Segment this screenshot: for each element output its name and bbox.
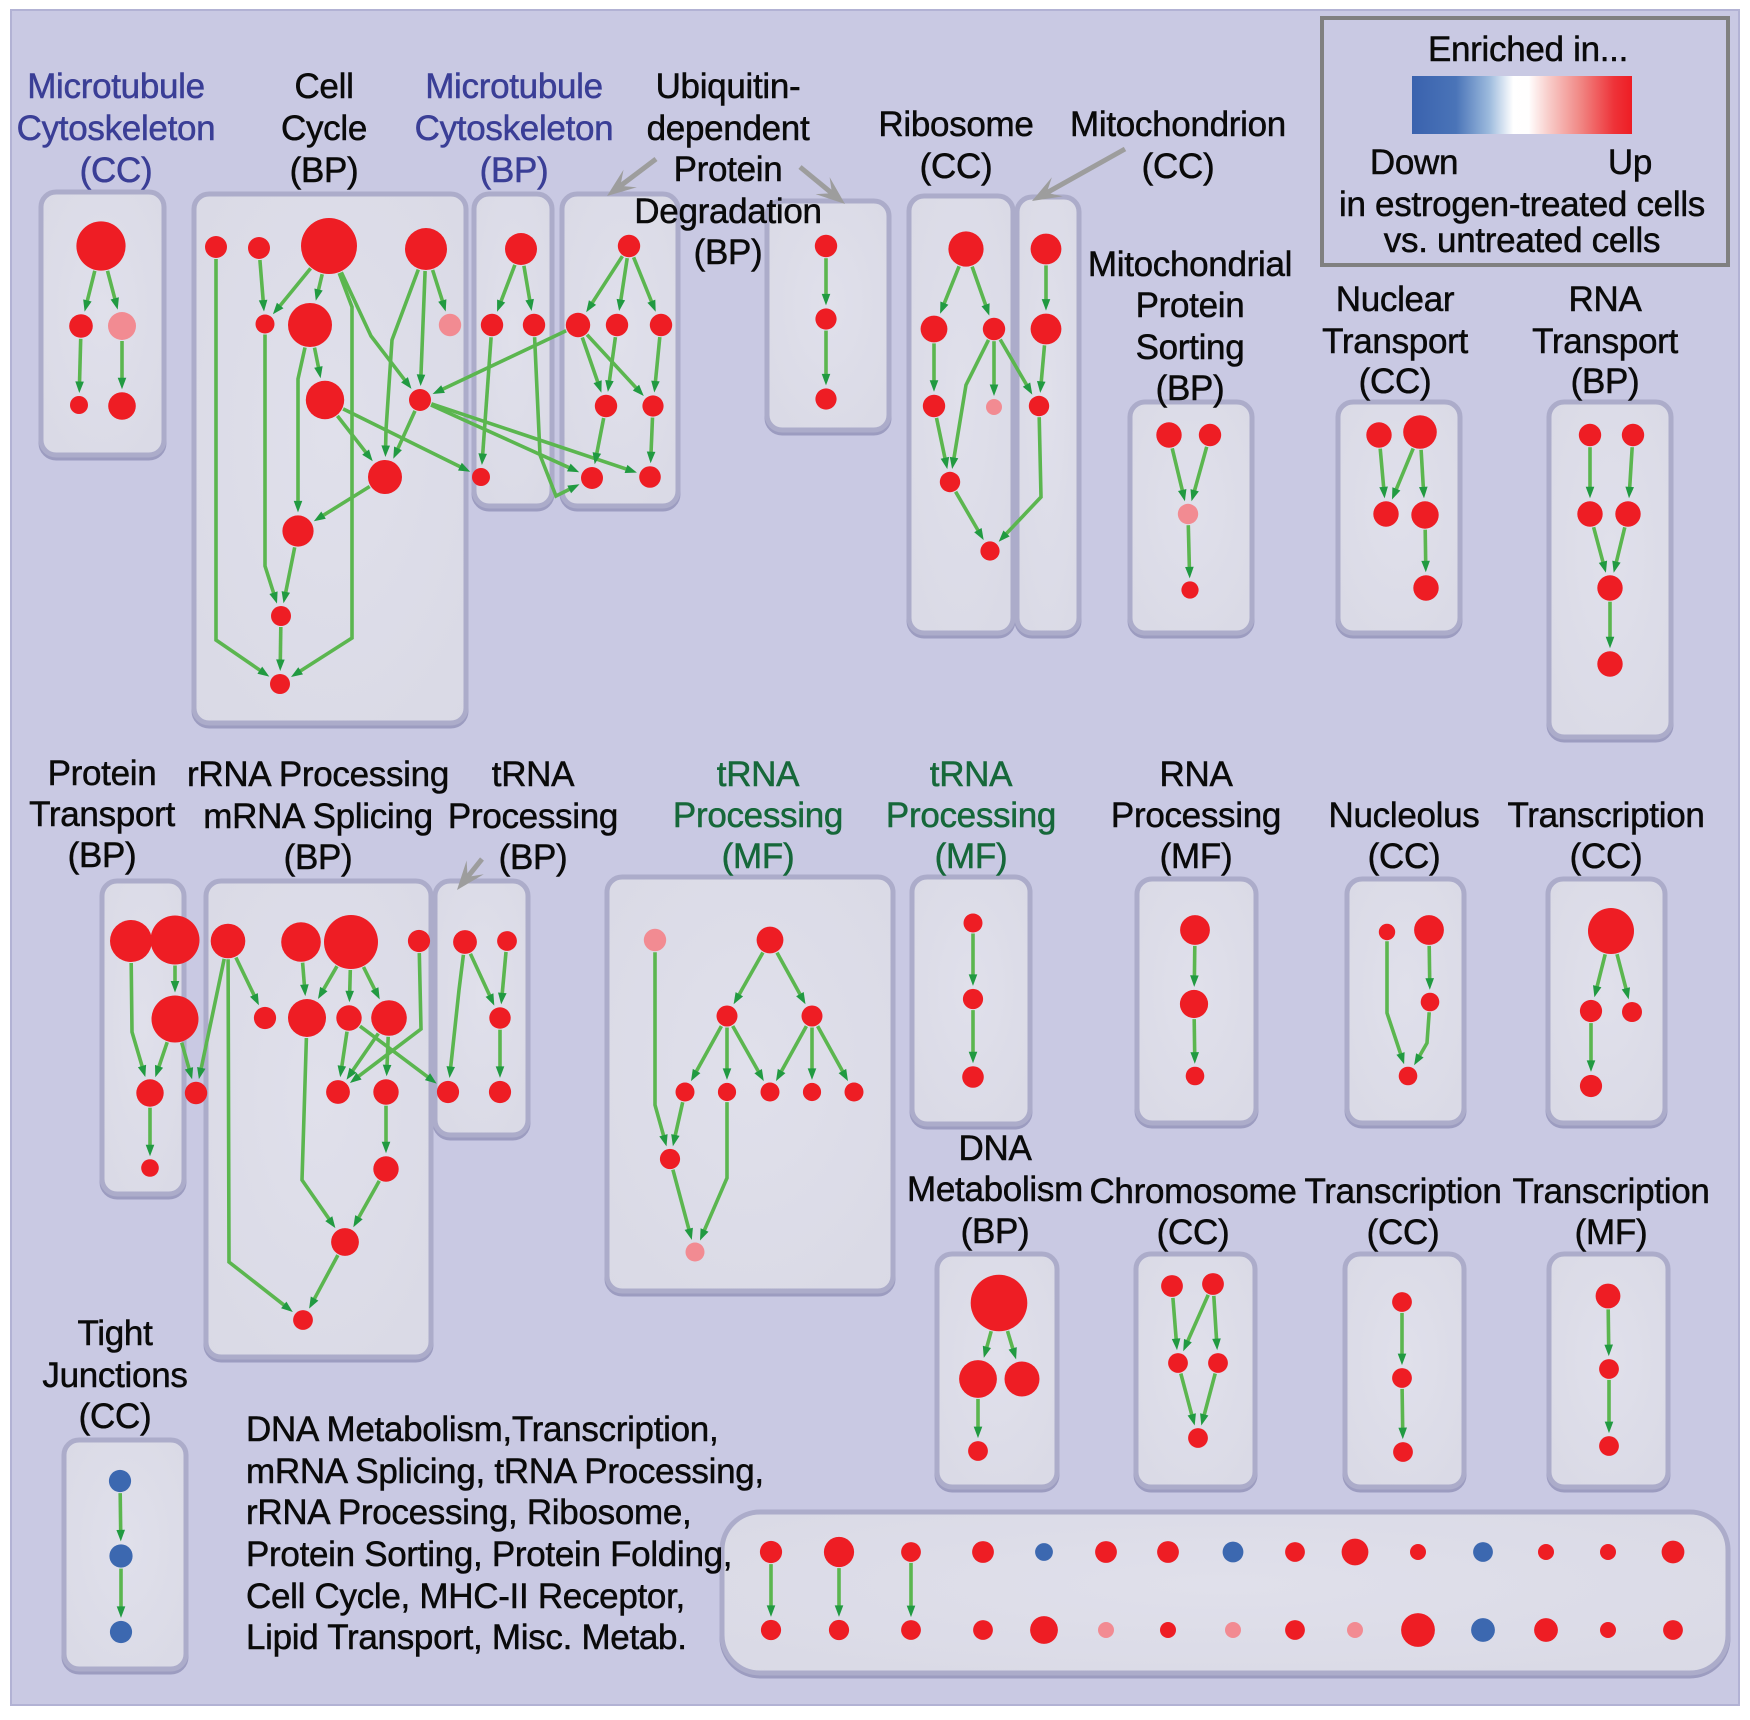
svg-text:(CC): (CC) (920, 147, 993, 186)
svg-text:(CC): (CC) (1368, 837, 1441, 876)
svg-text:(BP): (BP) (290, 151, 359, 190)
svg-text:Nuclear: Nuclear (1336, 280, 1455, 319)
svg-text:Processing: Processing (448, 797, 618, 836)
svg-text:Down: Down (1370, 143, 1458, 182)
svg-text:Lipid Transport, Misc. Metab.: Lipid Transport, Misc. Metab. (246, 1618, 687, 1657)
svg-text:tRNA: tRNA (717, 755, 800, 794)
svg-text:(BP): (BP) (499, 838, 568, 877)
svg-text:Nucleolus: Nucleolus (1329, 796, 1480, 835)
svg-text:Processing: Processing (886, 796, 1056, 835)
svg-text:Transcription: Transcription (1507, 796, 1704, 835)
svg-text:(MF): (MF) (1160, 837, 1233, 876)
svg-text:Up: Up (1608, 143, 1652, 182)
svg-text:Microtubule: Microtubule (425, 67, 603, 106)
svg-text:RNA: RNA (1160, 755, 1234, 794)
svg-text:Protein: Protein (48, 754, 157, 793)
svg-text:in estrogen-treated cells: in estrogen-treated cells (1339, 185, 1705, 224)
svg-text:Protein: Protein (1136, 286, 1245, 325)
svg-text:Processing: Processing (1111, 796, 1281, 835)
svg-text:(CC): (CC) (80, 151, 153, 190)
svg-text:(CC): (CC) (1359, 362, 1432, 401)
svg-text:Transcription: Transcription (1304, 1172, 1501, 1211)
svg-text:(CC): (CC) (1367, 1213, 1440, 1252)
svg-text:Protein: Protein (674, 150, 783, 189)
svg-text:Processing: Processing (673, 796, 843, 835)
svg-text:(CC): (CC) (1142, 147, 1215, 186)
svg-text:Enriched in...: Enriched in... (1428, 30, 1628, 69)
svg-text:vs. untreated cells: vs. untreated cells (1384, 221, 1660, 260)
svg-text:rRNA Processing: rRNA Processing (187, 755, 449, 794)
svg-text:DNA Metabolism,Transcription,: DNA Metabolism,Transcription, (246, 1410, 718, 1449)
svg-text:Metabolism: Metabolism (907, 1170, 1083, 1209)
svg-text:Ubiquitin-: Ubiquitin- (656, 67, 801, 106)
svg-text:Junctions: Junctions (42, 1356, 187, 1395)
svg-text:Mitochondrial: Mitochondrial (1088, 245, 1292, 284)
svg-text:(MF): (MF) (722, 837, 795, 876)
svg-text:Transport: Transport (29, 795, 175, 834)
svg-text:Transport: Transport (1322, 322, 1468, 361)
svg-text:mRNA Splicing: mRNA Splicing (203, 797, 433, 836)
svg-text:Microtubule: Microtubule (27, 67, 205, 106)
svg-text:Cytoskeleton: Cytoskeleton (17, 109, 216, 148)
svg-text:tRNA: tRNA (930, 755, 1013, 794)
svg-text:Cycle: Cycle (281, 109, 367, 148)
svg-text:(BP): (BP) (68, 836, 137, 875)
svg-text:Tight: Tight (77, 1314, 153, 1353)
svg-text:Sorting: Sorting (1136, 328, 1245, 367)
svg-text:Degradation: Degradation (634, 192, 821, 231)
svg-text:Transcription: Transcription (1512, 1172, 1709, 1211)
svg-text:(CC): (CC) (1157, 1213, 1230, 1252)
svg-text:RNA: RNA (1569, 280, 1643, 319)
svg-text:Transport: Transport (1532, 322, 1678, 361)
svg-text:(BP): (BP) (1156, 369, 1225, 408)
svg-text:mRNA Splicing, tRNA Processing: mRNA Splicing, tRNA Processing, (246, 1452, 764, 1491)
svg-text:tRNA: tRNA (492, 755, 575, 794)
svg-text:(BP): (BP) (694, 233, 763, 272)
svg-text:Cytoskeleton: Cytoskeleton (415, 109, 614, 148)
svg-text:(MF): (MF) (935, 837, 1008, 876)
svg-text:Chromosome: Chromosome (1089, 1172, 1296, 1211)
svg-text:Cell: Cell (294, 67, 353, 106)
svg-text:Ribosome: Ribosome (878, 105, 1033, 144)
svg-text:Mitochondrion: Mitochondrion (1070, 105, 1286, 144)
svg-text:Protein Sorting, Protein Foldi: Protein Sorting, Protein Folding, (246, 1535, 732, 1574)
svg-text:(CC): (CC) (79, 1397, 152, 1436)
svg-text:Cell Cycle, MHC-II Receptor,: Cell Cycle, MHC-II Receptor, (246, 1577, 685, 1616)
svg-text:(BP): (BP) (284, 838, 353, 877)
svg-text:(BP): (BP) (1571, 362, 1640, 401)
svg-text:(CC): (CC) (1570, 837, 1643, 876)
svg-text:DNA: DNA (959, 1129, 1033, 1168)
svg-text:(BP): (BP) (480, 151, 549, 190)
svg-text:dependent: dependent (647, 109, 810, 148)
svg-text:rRNA Processing, Ribosome,: rRNA Processing, Ribosome, (246, 1493, 691, 1532)
svg-text:(MF): (MF) (1575, 1213, 1648, 1252)
svg-text:(BP): (BP) (961, 1212, 1030, 1251)
